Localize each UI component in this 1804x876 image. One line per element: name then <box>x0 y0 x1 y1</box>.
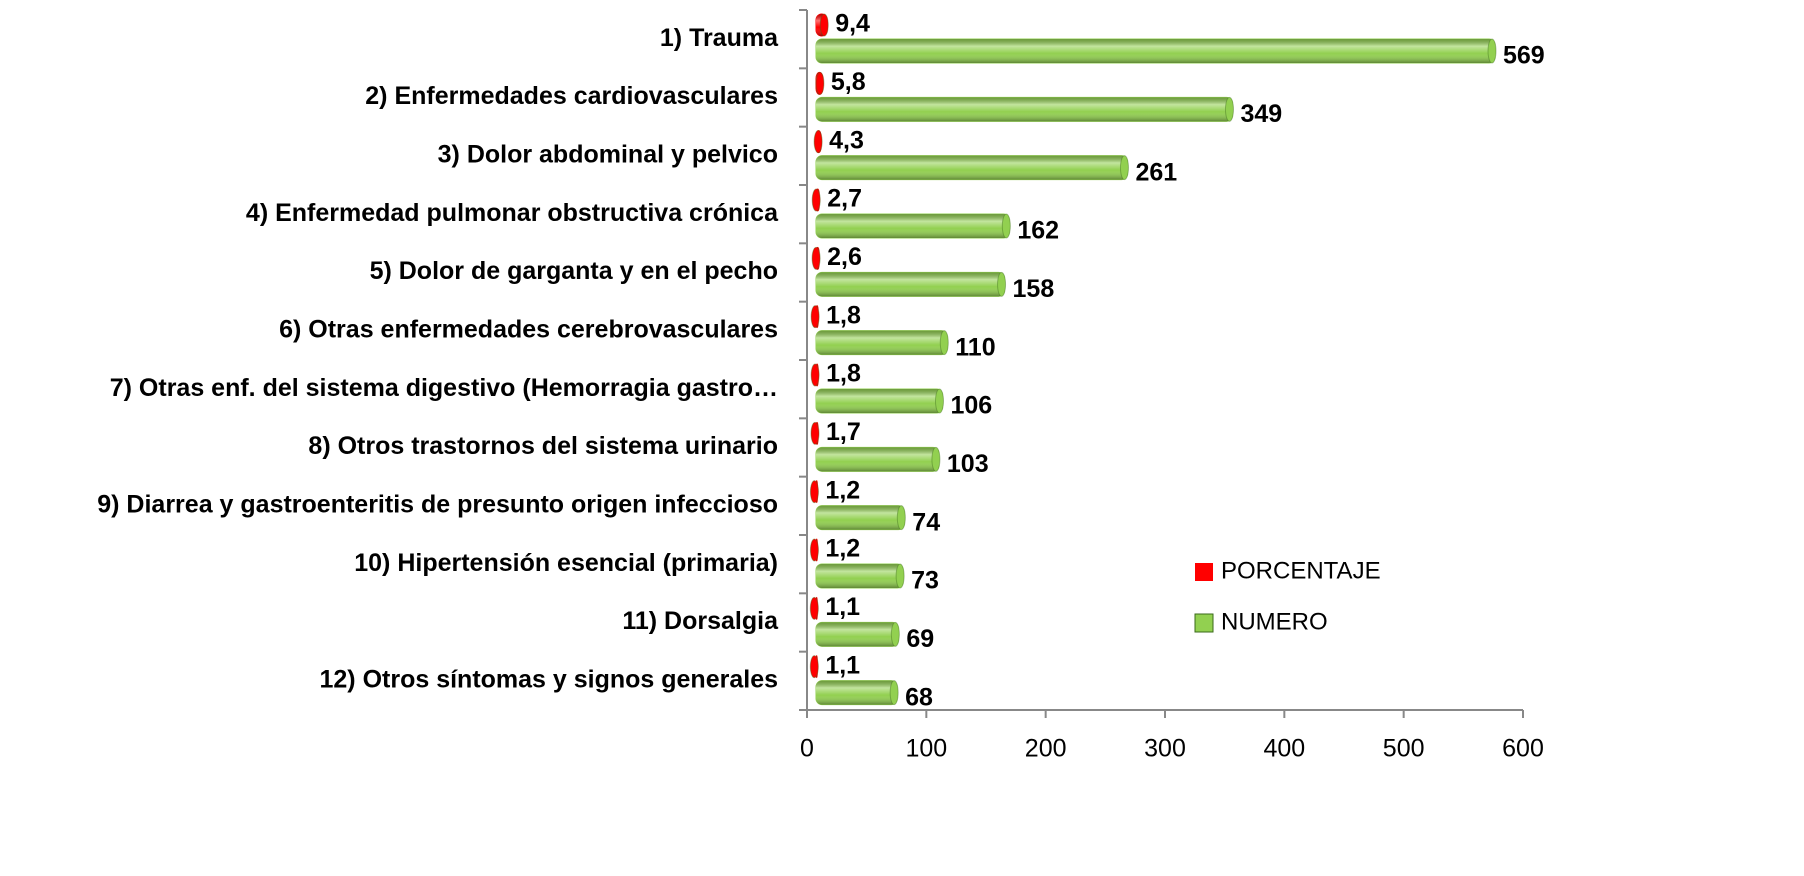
data-label: 9,4 <box>835 10 870 38</box>
bar-cap <box>939 330 949 356</box>
y-tick-label: 9) Diarrea y gastroenteritis de presunto… <box>97 490 778 518</box>
bar-cap <box>815 71 825 95</box>
y-tick-label: 7) Otras enf. del sistema digestivo (Hem… <box>110 374 778 402</box>
bar-cap <box>890 621 900 647</box>
x-tick-label: 300 <box>1144 735 1186 763</box>
data-label: 261 <box>1135 158 1177 186</box>
data-label: 1,8 <box>826 301 861 329</box>
data-label: 1,2 <box>825 476 860 504</box>
data-label: 349 <box>1240 100 1282 128</box>
legend-label: NUMERO <box>1221 608 1328 635</box>
bar-shading <box>816 39 1496 63</box>
bar-shading <box>816 272 1005 297</box>
data-label: 569 <box>1503 42 1545 70</box>
data-label: 4,3 <box>829 126 864 154</box>
y-tick-label: 1) Trauma <box>660 24 779 52</box>
data-label: 106 <box>950 392 992 420</box>
bar-shading <box>816 622 899 647</box>
bar-cap <box>810 421 820 445</box>
bar-shading <box>816 155 1128 180</box>
legend-swatch <box>1195 563 1213 581</box>
bar-cap <box>1224 96 1234 122</box>
y-tick-label: 3) Dolor abdominal y pelvico <box>438 140 778 168</box>
y-tick-label: 5) Dolor de garganta y en el pecho <box>370 257 778 285</box>
data-label: 2,7 <box>827 185 862 213</box>
bar-cap <box>1487 38 1497 64</box>
bar-shading <box>816 505 905 530</box>
x-tick-label: 600 <box>1502 735 1544 763</box>
bar-shading <box>816 447 939 472</box>
bar-shading <box>816 330 948 355</box>
data-label: 1,8 <box>826 360 861 388</box>
bar-cap <box>809 596 819 620</box>
bar-cap <box>809 538 819 562</box>
bar-shading <box>816 214 1010 238</box>
bar-cap <box>810 305 820 329</box>
bar-cap <box>811 246 821 270</box>
data-label: 1,1 <box>825 593 860 621</box>
y-tick-label: 11) Dorsalgia <box>622 607 779 635</box>
x-tick-label: 500 <box>1383 735 1425 763</box>
y-tick-label: 10) Hipertensión esencial (primaria) <box>354 549 778 577</box>
bar-cap <box>931 446 941 472</box>
bar-cap <box>809 655 819 679</box>
x-tick-label: 200 <box>1025 735 1067 763</box>
bar-cap <box>1001 213 1011 239</box>
data-label: 110 <box>955 333 995 361</box>
bar-cap <box>809 480 819 504</box>
x-tick-label: 0 <box>800 735 814 763</box>
data-label: 74 <box>912 508 940 536</box>
data-label: 69 <box>906 625 934 653</box>
data-label: 1,7 <box>826 418 861 446</box>
bar-cap <box>895 563 905 589</box>
bar-cap <box>889 680 899 706</box>
bar-shading <box>816 680 898 705</box>
bar-cap <box>811 188 821 212</box>
data-label: 1,1 <box>825 651 860 679</box>
bar-cap <box>934 388 944 414</box>
x-tick-label: 400 <box>1263 735 1305 763</box>
bar-shading <box>816 564 904 588</box>
bar-cap <box>810 363 820 387</box>
legend-label: PORCENTAJE <box>1221 557 1381 584</box>
data-label: 158 <box>1013 275 1055 303</box>
data-label: 68 <box>905 683 933 711</box>
data-label: 1,2 <box>825 535 860 563</box>
y-tick-label: 2) Enfermedades cardiovasculares <box>365 82 778 110</box>
bar-cap <box>896 505 906 531</box>
bar-cap <box>819 13 829 37</box>
y-tick-label: 12) Otros síntomas y signos generales <box>320 665 779 693</box>
bar-cap <box>813 130 823 154</box>
bar-shading <box>816 97 1233 122</box>
bar-cap <box>997 271 1007 297</box>
data-label: 2,6 <box>827 243 862 271</box>
data-label: 162 <box>1017 217 1059 245</box>
x-tick-label: 100 <box>905 735 947 763</box>
y-tick-label: 4) Enfermedad pulmonar obstructiva cróni… <box>246 199 779 227</box>
y-tick-label: 8) Otros trastornos del sistema urinario <box>308 432 778 460</box>
data-label: 103 <box>947 450 989 478</box>
data-label: 5,8 <box>831 68 866 96</box>
bar-shading <box>816 389 943 413</box>
data-label: 73 <box>911 567 939 595</box>
bar-cap <box>1119 155 1129 181</box>
legend-swatch <box>1194 613 1214 633</box>
y-tick-label: 6) Otras enfermedades cerebrovasculares <box>279 315 778 343</box>
